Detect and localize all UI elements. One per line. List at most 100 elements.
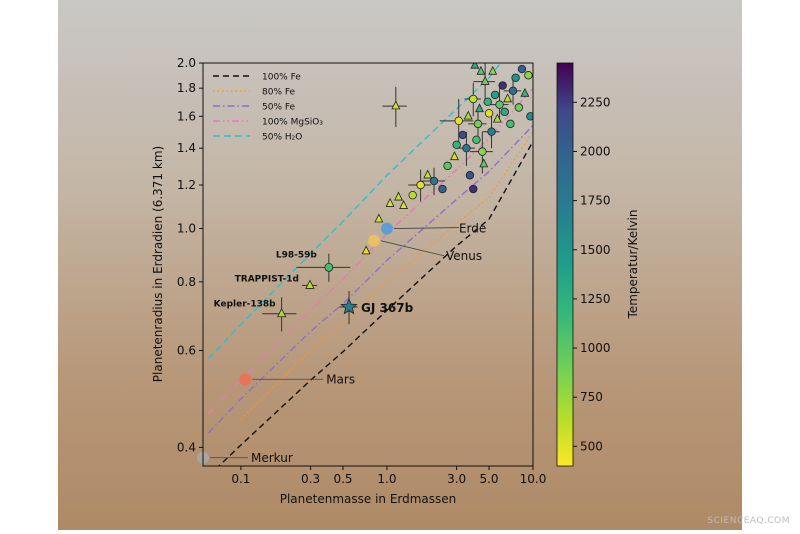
- planet-point-44: [526, 112, 533, 121]
- x-tick-label-2: 0.5: [333, 472, 352, 486]
- planet-point-4: [394, 191, 403, 201]
- curve-2: [207, 124, 533, 434]
- planet-point-40: [514, 103, 524, 112]
- planet-point-39: [511, 73, 520, 82]
- label-erde: Erde: [459, 222, 486, 236]
- label-venus: Venus: [446, 249, 482, 263]
- planet-point-43: [524, 71, 533, 80]
- label-mars: Mars: [326, 372, 355, 386]
- solar-planet-erde: [380, 222, 393, 235]
- planet-point-14: [454, 116, 463, 126]
- cb-tick-label-2: 1000: [580, 341, 611, 355]
- y-tick-label-8: 2.0: [177, 56, 196, 70]
- curve-1: [240, 131, 533, 420]
- label-kepler-138b: Kepler-138b: [214, 300, 277, 310]
- y-axis-label: Planetenradius in Erdradien (6.371 km): [151, 146, 165, 382]
- legend-label-0: 100% Fe: [262, 73, 301, 83]
- planet-point-3: [385, 197, 395, 207]
- y-tick-label-6: 1.6: [177, 109, 196, 123]
- planet-point-32: [492, 113, 502, 123]
- y-tick-label-5: 1.4: [177, 141, 196, 155]
- cb-tick-label-6: 2000: [580, 144, 611, 158]
- planet-point-20: [469, 94, 478, 104]
- planet-point-23: [475, 103, 484, 113]
- colorbar-gradient: [556, 62, 574, 467]
- y-tick-label-7: 1.8: [177, 81, 196, 95]
- planet-point-35: [500, 107, 509, 117]
- planet-point-13: [452, 140, 461, 149]
- y-axis-ticks: 0.4 0.6 0.8 1.0 1.2 1.4 1.6 1.8 2.0: [177, 56, 203, 454]
- label-gj367b: GJ 367b: [361, 301, 414, 315]
- planet-point-8: [423, 169, 433, 179]
- y-tick-label-3: 1.0: [177, 222, 196, 236]
- cb-tick-label-3: 1250: [580, 292, 611, 306]
- planet-point-34: [498, 81, 507, 90]
- watermark: SCIENCEAQ.COM: [707, 516, 790, 526]
- x-tick-label-6: 10.0: [520, 472, 547, 486]
- curve-0: [217, 141, 533, 466]
- label-l98-59b: L98-59b: [276, 250, 318, 260]
- labeled-planet-point-0: [340, 297, 358, 315]
- planet-point-31: [490, 90, 500, 100]
- planet-point-25: [479, 158, 489, 168]
- x-tick-label-0: 0.1: [231, 472, 250, 486]
- cb-tick-label-7: 2250: [580, 95, 611, 109]
- planet-point-19: [463, 110, 473, 120]
- planet-point-27: [483, 97, 492, 107]
- planet-point-5: [399, 200, 409, 209]
- cb-tick-label-5: 1750: [580, 194, 611, 208]
- labeled-planet-point-2: [305, 279, 315, 289]
- planet-point-28: [484, 109, 494, 118]
- y-tick-label-4: 1.2: [177, 178, 196, 192]
- planet-point-2: [374, 213, 384, 223]
- planet-point-0: [391, 100, 401, 110]
- cb-tick-label-0: 500: [580, 439, 603, 453]
- curve-3: [207, 87, 533, 415]
- cb-tick-label-1: 750: [580, 390, 603, 404]
- legend-label-1: 80% Fe: [262, 88, 296, 98]
- x-axis-label: Planetenmasse in Erdmassen: [280, 492, 457, 506]
- plot-frame: [202, 62, 534, 467]
- leader-venus: [380, 240, 445, 257]
- figure-background: [58, 0, 742, 530]
- planet-point-6: [408, 190, 417, 200]
- planet-point-12: [450, 151, 459, 161]
- legend: 100% Fe 80% Fe 50% Fe 100% MgSiO₃ 50% H₂O: [213, 73, 323, 143]
- planet-point-11: [443, 161, 452, 171]
- planet-point-29: [487, 127, 496, 136]
- planet-point-10: [438, 184, 447, 194]
- planet-point-26: [480, 75, 490, 85]
- planet-point-38: [508, 86, 518, 96]
- label-trappist-1d: TRAPPIST-1d: [235, 274, 299, 284]
- colorbar: 500 750 1000 1250 1500 1750 2000 2250 Temperatu…: [556, 62, 640, 467]
- planet-point-41: [517, 64, 527, 74]
- legend-label-2: 50% Fe: [262, 103, 296, 113]
- y-tick-label-1: 0.6: [177, 344, 196, 358]
- planet-point-9: [429, 176, 439, 186]
- x-axis-ticks: 0.1 0.3 0.5 1.0 3.0 5.0 10.0: [231, 466, 546, 486]
- y-tick-label-2: 0.8: [177, 275, 196, 289]
- planet-point-16: [462, 143, 471, 153]
- annotations: GJ 367b L98-59b TRAPPIST-1d Kepler-138b Erde…: [197, 222, 486, 465]
- x-tick-label-5: 5.0: [479, 472, 498, 486]
- planet-point-1: [361, 245, 371, 255]
- planet-point-18: [469, 184, 478, 194]
- legend-label-4: 50% H₂O: [262, 133, 302, 143]
- labeled-planet-point-3: [276, 307, 287, 318]
- labeled-planet-point-1: [324, 262, 334, 272]
- planet-point-45: [470, 63, 480, 69]
- legend-label-3: 100% MgSiO₃: [262, 118, 323, 128]
- planet-point-30: [488, 65, 498, 75]
- solar-planet-mars: [239, 373, 252, 386]
- planet-point-36: [503, 93, 513, 103]
- colorbar-label: Temperatur/Kelvin: [626, 210, 640, 320]
- x-tick-label-3: 1.0: [377, 472, 396, 486]
- planet-point-37: [506, 119, 515, 129]
- planet-point-7: [416, 180, 425, 190]
- planet-point-33: [495, 100, 504, 109]
- x-tick-label-4: 3.0: [447, 472, 466, 486]
- y-tick-label-0: 0.4: [177, 440, 196, 454]
- planet-point-21: [472, 135, 481, 145]
